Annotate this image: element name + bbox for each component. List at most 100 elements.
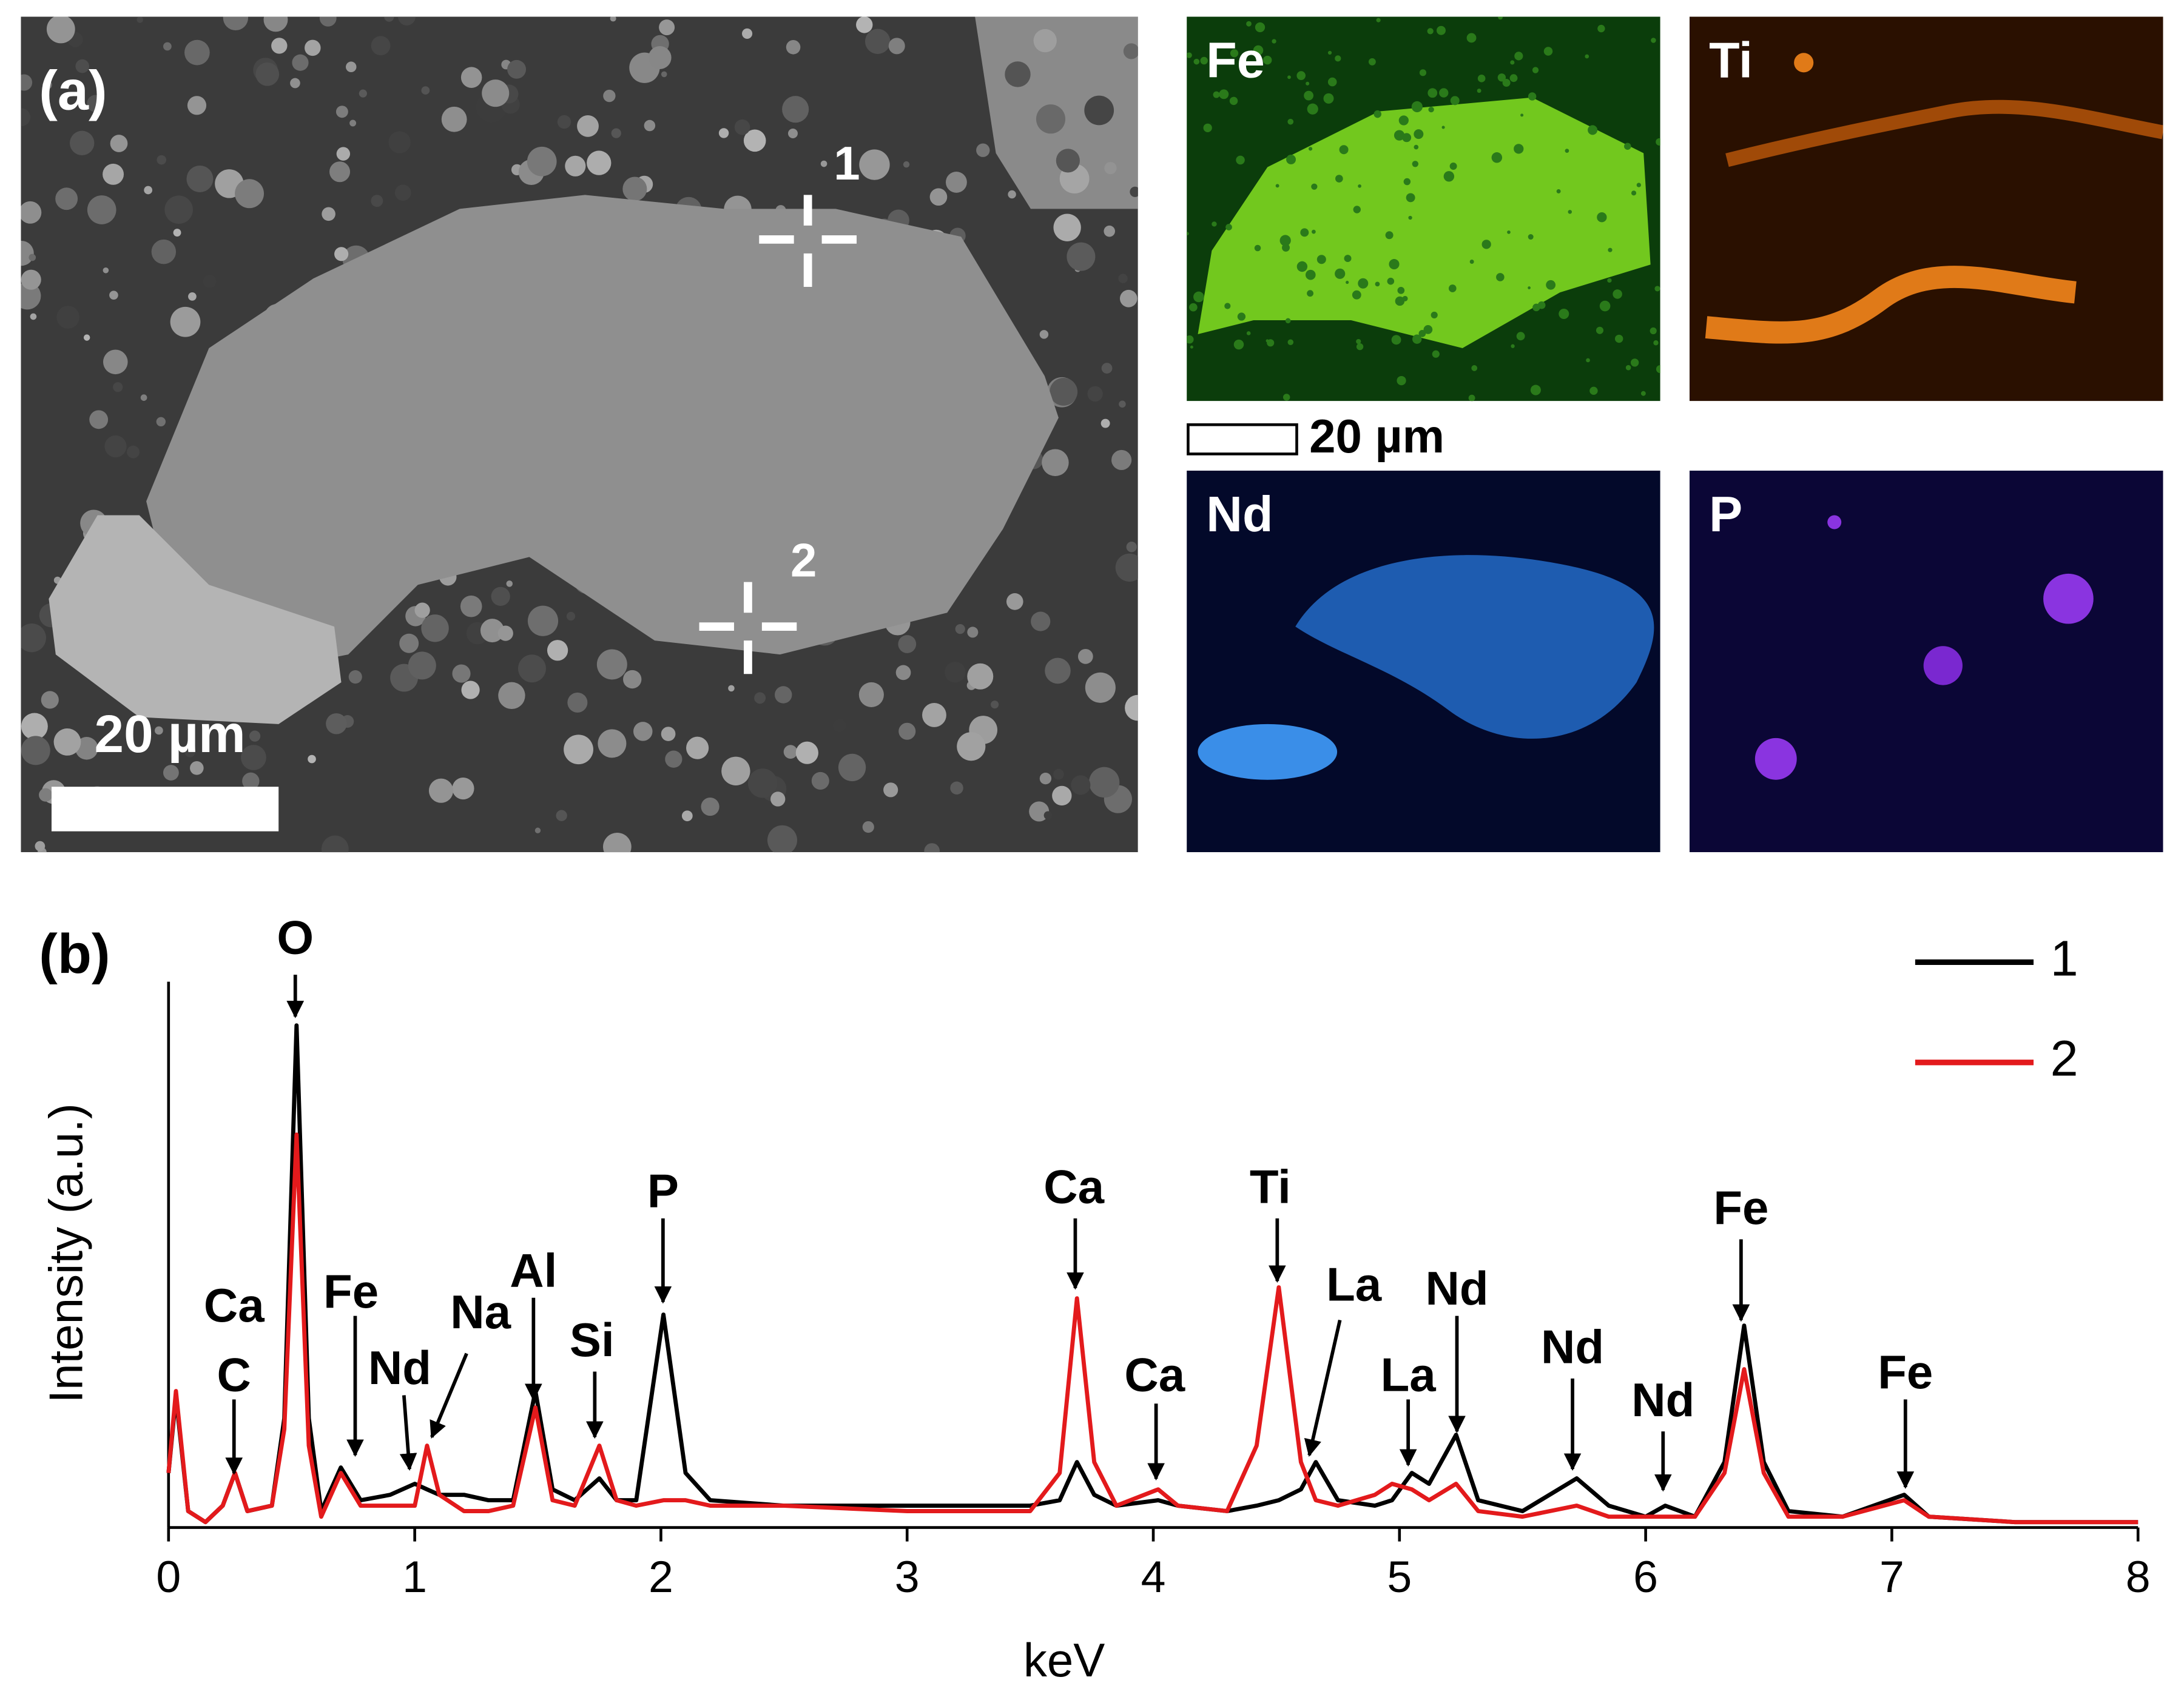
texture (1414, 144, 1419, 150)
texture (1656, 138, 1660, 146)
texture (103, 163, 124, 185)
texture (1266, 339, 1269, 343)
texture (856, 16, 873, 33)
map-label: Fe (1206, 32, 1264, 88)
texture (163, 765, 179, 781)
texture (1437, 25, 1446, 35)
texture (398, 16, 416, 25)
texture (70, 130, 95, 156)
texture (622, 176, 647, 201)
texture (1104, 225, 1115, 237)
peak-label: La (1326, 1257, 1382, 1311)
texture (163, 42, 172, 51)
texture (75, 737, 98, 760)
texture (1636, 183, 1642, 187)
texture (110, 135, 128, 152)
texture (1344, 255, 1352, 263)
fe-map (1187, 16, 1660, 402)
texture (1654, 286, 1660, 292)
texture (136, 16, 143, 23)
texture (1498, 16, 1503, 20)
texture (336, 147, 351, 161)
map-label: P (1709, 486, 1742, 542)
texture (1640, 391, 1646, 396)
texture (30, 313, 37, 320)
x-tick-label: 7 (1879, 1551, 1904, 1602)
texture (718, 128, 729, 138)
texture (1126, 542, 1137, 553)
texture (811, 771, 829, 790)
texture (42, 80, 52, 90)
texture (305, 39, 321, 56)
texture (1625, 365, 1631, 371)
texture (1352, 290, 1361, 300)
texture (1193, 291, 1204, 303)
texture (596, 649, 627, 680)
texture (1398, 115, 1409, 126)
texture (1397, 286, 1405, 294)
texture (1088, 767, 1120, 798)
texture (991, 701, 999, 709)
texture (371, 36, 391, 56)
texture (1391, 335, 1401, 345)
texture (103, 267, 109, 274)
texture (1111, 449, 1132, 471)
texture (1031, 611, 1051, 631)
texture (864, 29, 891, 54)
texture (1528, 92, 1537, 101)
texture (1607, 278, 1612, 283)
texture (1296, 261, 1308, 272)
texture (399, 633, 419, 653)
texture (1477, 89, 1481, 93)
texture (203, 275, 217, 288)
x-tick-label: 6 (1633, 1551, 1658, 1602)
texture (534, 827, 541, 833)
texture (686, 736, 709, 759)
texture (770, 791, 786, 807)
peak-label: Ti (1250, 1160, 1291, 1214)
texture (1253, 45, 1264, 56)
texture (1418, 329, 1426, 337)
x-tick-label: 3 (895, 1551, 920, 1602)
texture (1287, 118, 1294, 125)
texture (384, 16, 394, 22)
spectrum-line (166, 1132, 2138, 1525)
peak-label: Fe (323, 1265, 379, 1318)
texture (452, 778, 474, 800)
texture (832, 719, 846, 733)
texture (1335, 268, 1346, 279)
peak-arrow (399, 1395, 417, 1471)
texture (665, 750, 682, 768)
peak-label: C (217, 1348, 251, 1402)
texture (1356, 343, 1364, 351)
texture (460, 67, 482, 88)
texture (41, 691, 59, 709)
texture (359, 89, 367, 98)
texture (1008, 190, 1016, 199)
texture (1373, 110, 1381, 118)
texture (21, 623, 46, 653)
texture (1491, 152, 1503, 163)
texture (929, 188, 948, 206)
texture (329, 161, 351, 183)
legend-label: 1 (2051, 930, 2078, 986)
texture (1213, 91, 1220, 98)
texture (1077, 648, 1093, 664)
texture (598, 729, 627, 758)
texture (1412, 334, 1422, 344)
texture (895, 665, 911, 680)
texture (1119, 289, 1138, 307)
texture (113, 382, 123, 392)
texture (1305, 269, 1316, 280)
texture (701, 797, 720, 816)
texture (967, 627, 979, 638)
texture (109, 291, 118, 300)
texture (235, 179, 265, 209)
texture (820, 160, 827, 167)
texture (1303, 230, 1308, 235)
texture (1045, 657, 1071, 684)
texture (1411, 101, 1423, 113)
texture (1385, 231, 1394, 240)
texture (421, 614, 449, 642)
spectrum-line (166, 1023, 2138, 1525)
